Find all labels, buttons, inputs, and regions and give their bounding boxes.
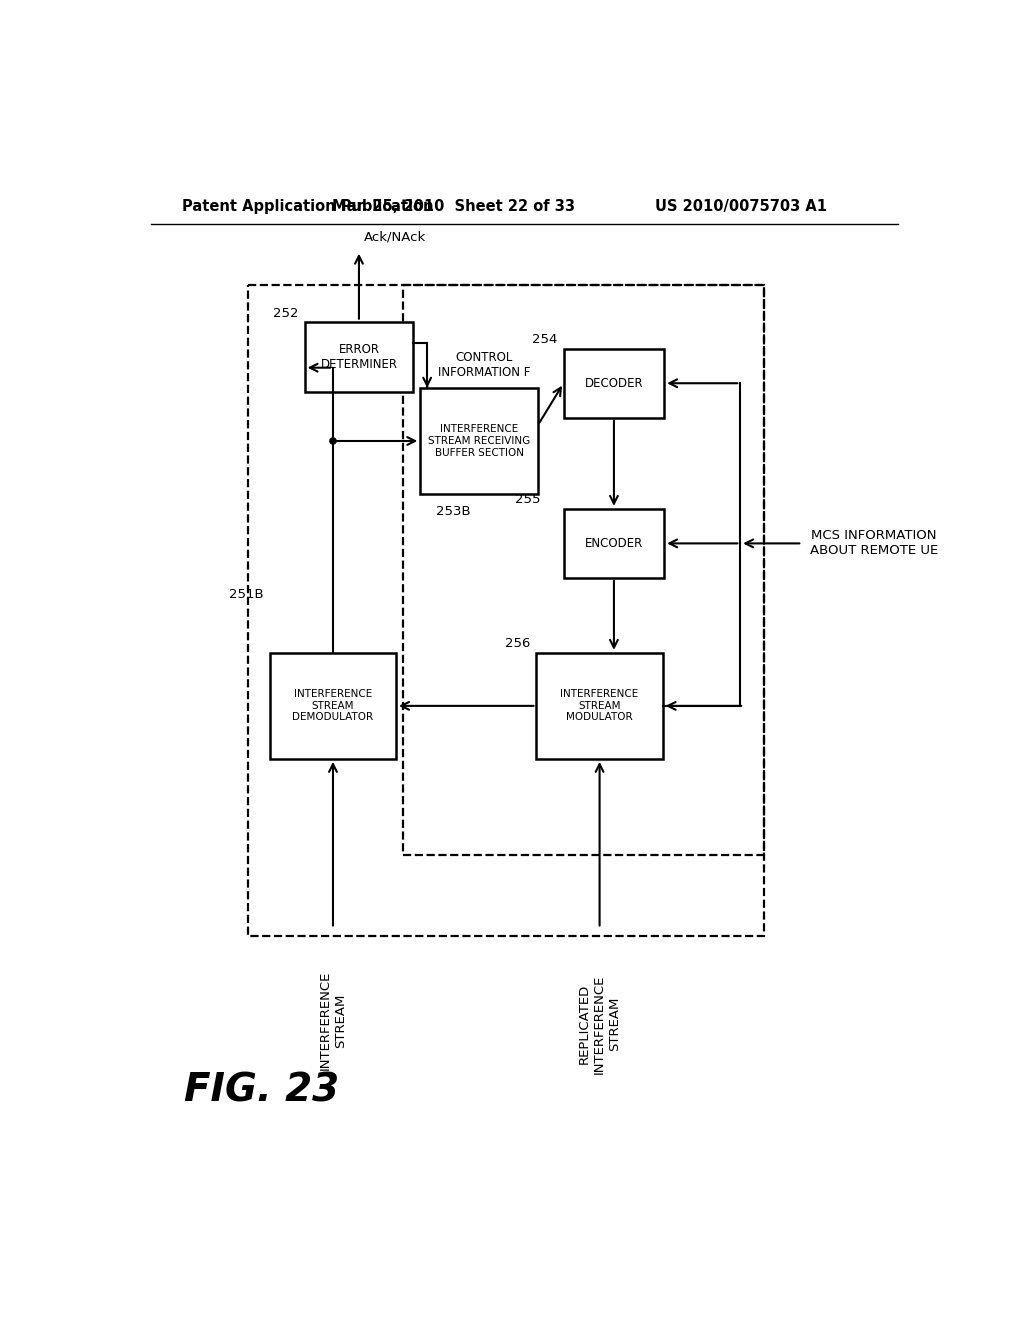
Text: Patent Application Publication: Patent Application Publication xyxy=(182,198,434,214)
Text: Mar. 25, 2010  Sheet 22 of 33: Mar. 25, 2010 Sheet 22 of 33 xyxy=(332,198,575,214)
Text: INTERFERENCE
STREAM: INTERFERENCE STREAM xyxy=(319,970,347,1071)
Text: 256: 256 xyxy=(505,638,530,649)
Bar xyxy=(563,348,665,418)
Text: 252: 252 xyxy=(273,308,299,321)
Bar xyxy=(403,285,764,855)
Text: INTERFERENCE
STREAM
DEMODULATOR: INTERFERENCE STREAM DEMODULATOR xyxy=(293,689,374,722)
Text: MCS INFORMATION
ABOUT REMOTE UE: MCS INFORMATION ABOUT REMOTE UE xyxy=(810,529,938,557)
Bar xyxy=(563,508,665,578)
Text: INTERFERENCE
STREAM RECEIVING
BUFFER SECTION: INTERFERENCE STREAM RECEIVING BUFFER SEC… xyxy=(428,425,530,458)
Text: 253B: 253B xyxy=(435,504,470,517)
Text: 251B: 251B xyxy=(229,589,263,602)
Text: DECODER: DECODER xyxy=(585,376,643,389)
Text: CONTROL
INFORMATION F: CONTROL INFORMATION F xyxy=(438,351,530,379)
Circle shape xyxy=(330,438,336,444)
Text: REPLICATED
INTERFERENCE
STREAM: REPLICATED INTERFERENCE STREAM xyxy=(579,974,622,1074)
Text: US 2010/0075703 A1: US 2010/0075703 A1 xyxy=(655,198,827,214)
Text: Ack/NAck: Ack/NAck xyxy=(364,230,426,243)
Text: INTERFERENCE
STREAM
MODULATOR: INTERFERENCE STREAM MODULATOR xyxy=(560,689,639,722)
Bar xyxy=(420,388,538,494)
Bar xyxy=(537,653,663,759)
Bar xyxy=(305,322,414,392)
Text: 255: 255 xyxy=(515,492,541,506)
Bar xyxy=(270,653,396,759)
Bar xyxy=(248,285,764,936)
Text: FIG. 23: FIG. 23 xyxy=(183,1071,339,1109)
Text: 254: 254 xyxy=(532,333,557,346)
Text: ERROR
DETERMINER: ERROR DETERMINER xyxy=(321,343,397,371)
Text: ENCODER: ENCODER xyxy=(585,537,643,550)
